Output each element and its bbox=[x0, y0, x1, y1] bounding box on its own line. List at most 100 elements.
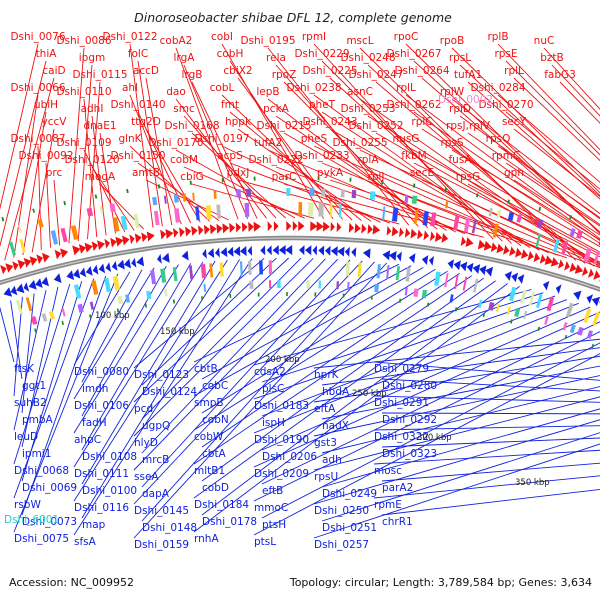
gene-label-line bbox=[321, 365, 600, 420]
annotation-block bbox=[462, 276, 468, 291]
gene-label-line bbox=[467, 81, 600, 200]
scale-tick bbox=[201, 296, 204, 301]
forward-gene-label: fabG3 bbox=[544, 69, 576, 81]
annotation-block bbox=[205, 205, 212, 220]
forward-gene-arrow bbox=[54, 249, 62, 260]
annotation-block bbox=[338, 203, 342, 218]
gene-label-line bbox=[373, 449, 600, 465]
gene-label-line bbox=[321, 432, 600, 522]
forward-gene-arrow bbox=[146, 231, 155, 242]
forward-gene-arrow bbox=[581, 266, 588, 276]
gene-label-line bbox=[505, 162, 600, 227]
annotation-block bbox=[488, 302, 495, 311]
gene-label-line bbox=[451, 98, 600, 215]
forward-gene-arrow bbox=[564, 261, 570, 271]
gene-label-line bbox=[81, 269, 143, 383]
forward-gene-arrow bbox=[460, 236, 467, 247]
forward-gene-arrow bbox=[141, 232, 148, 243]
gene-label-line bbox=[141, 257, 302, 420]
reverse-gene-arrow bbox=[543, 280, 550, 291]
reverse-gene-label: cobW bbox=[194, 431, 224, 443]
reverse-gene-arrow bbox=[10, 285, 18, 296]
forward-gene-arrow bbox=[310, 221, 318, 232]
forward-gene-arrow bbox=[72, 245, 81, 256]
reverse-gene-label: nadX bbox=[322, 420, 349, 432]
scale-tick bbox=[537, 326, 541, 331]
reverse-gene-label: chrR1 bbox=[382, 516, 413, 528]
reverse-gene-arrow bbox=[207, 248, 215, 258]
annotation-block bbox=[516, 214, 522, 223]
gene-label-line bbox=[13, 94, 39, 258]
reverse-gene-arrow bbox=[466, 262, 474, 273]
annotation-block bbox=[413, 288, 419, 297]
forward-gene-label: fmt bbox=[221, 99, 239, 111]
forward-gene-arrow bbox=[316, 221, 324, 232]
gene-label-line bbox=[313, 419, 600, 505]
genome-summary: Topology: circular; Length: 3,789,584 bp… bbox=[289, 576, 592, 589]
reverse-gene-arrow bbox=[162, 252, 170, 263]
forward-gene-label: rplB bbox=[487, 31, 508, 43]
forward-gene-arrow bbox=[298, 221, 305, 231]
reverse-gene-arrow bbox=[429, 255, 434, 266]
annotation-block bbox=[569, 228, 576, 237]
forward-gene-arrow bbox=[165, 229, 174, 239]
forward-gene-arrow bbox=[222, 223, 230, 234]
reverse-gene-label: smpB bbox=[194, 397, 224, 409]
annotation-block bbox=[340, 189, 345, 198]
annotation-block bbox=[411, 195, 418, 204]
reverse-gene-arrow bbox=[312, 245, 317, 256]
forward-gene-arrow bbox=[354, 223, 361, 234]
scale-tick bbox=[454, 307, 458, 312]
gene-label-line bbox=[421, 77, 600, 233]
reverse-gene-label: sseA bbox=[134, 471, 159, 483]
forward-gene-label: cobI bbox=[211, 31, 233, 43]
annotation-block bbox=[150, 269, 157, 285]
scale-tick bbox=[126, 188, 129, 194]
reverse-gene-label: eftB bbox=[262, 485, 283, 497]
annotation-block bbox=[125, 294, 130, 303]
forward-gene-arrow bbox=[60, 248, 69, 259]
reverse-gene-arrow bbox=[239, 246, 247, 256]
annotation-block bbox=[453, 215, 460, 231]
forward-gene-arrow bbox=[404, 227, 411, 238]
gene-label-line bbox=[467, 183, 600, 255]
gene-label-line bbox=[497, 94, 600, 183]
forward-gene-label: nuC bbox=[534, 35, 555, 47]
gene-label-line bbox=[53, 179, 61, 246]
forward-gene-label: Dshi_0243 bbox=[302, 116, 357, 128]
reverse-gene-arrow bbox=[479, 265, 487, 276]
reverse-gene-label: Dshi_0206 bbox=[262, 451, 317, 463]
accession-label: Accession: NC_009952 bbox=[9, 576, 134, 589]
annotation-block bbox=[91, 280, 99, 295]
backbone bbox=[0, 235, 600, 292]
reverse-gene-label: mrcB bbox=[142, 454, 169, 466]
reverse-gene-label: Dshi_0073 bbox=[22, 516, 77, 528]
reverse-gene-arrow bbox=[35, 278, 43, 288]
annotation-block bbox=[153, 210, 160, 226]
forward-gene-arrow bbox=[292, 221, 298, 231]
forward-gene-label: ttg2D bbox=[131, 116, 161, 128]
forward-gene-arrow bbox=[323, 221, 330, 232]
forward-gene-label: rpsL bbox=[449, 52, 471, 64]
annotation-block bbox=[488, 208, 493, 217]
gene-label-line bbox=[413, 60, 600, 233]
forward-gene-label: rpsG bbox=[456, 171, 481, 183]
scale-labels: 100 kbp 150 kbp 200 kbp 250 kbp 300 kbp 350 k… bbox=[95, 311, 550, 488]
annotation-block bbox=[25, 297, 33, 312]
scale-tick bbox=[476, 193, 479, 198]
reverse-gene-arrow bbox=[344, 246, 350, 257]
reverse-gene-label: Dshi_0116 bbox=[74, 502, 129, 514]
forward-gene-arrow bbox=[216, 223, 223, 234]
scale-tick bbox=[257, 292, 260, 297]
reverse-gene-label: Dshi_0124 bbox=[142, 386, 197, 398]
gene-label-line bbox=[313, 94, 522, 246]
forward-gene-label: Dshi_0267 bbox=[386, 48, 441, 60]
gene-label-line bbox=[381, 378, 600, 392]
annotation-block bbox=[509, 286, 517, 302]
gene-label-line bbox=[421, 179, 600, 263]
annotation-block bbox=[89, 301, 95, 310]
forward-gene-arrow bbox=[173, 228, 179, 238]
forward-gene-label: Dshi_0270 bbox=[478, 99, 533, 111]
reverse-gene-label: dapA bbox=[142, 488, 170, 500]
gene-label-line bbox=[451, 149, 600, 241]
